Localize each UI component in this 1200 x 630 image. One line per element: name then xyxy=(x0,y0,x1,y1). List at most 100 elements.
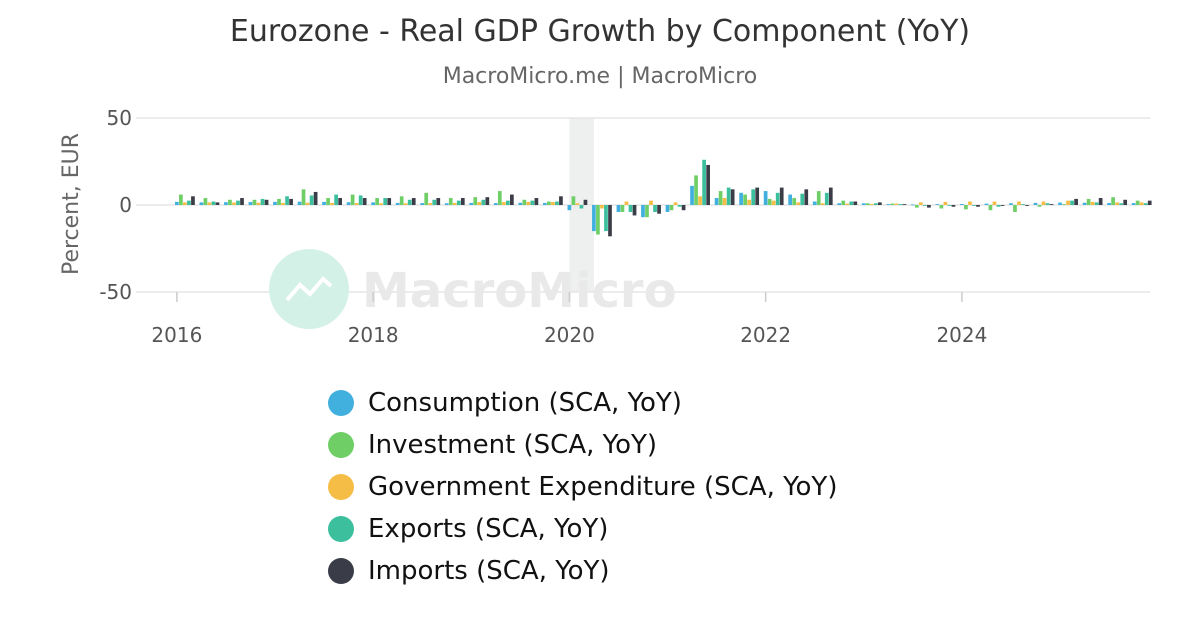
bar-imports[interactable] xyxy=(828,187,833,205)
bar-exports[interactable] xyxy=(260,198,265,205)
bar-imports[interactable] xyxy=(215,202,220,205)
bar-exports[interactable] xyxy=(579,205,584,209)
bar-imports[interactable] xyxy=(240,198,244,205)
bar-consumption[interactable] xyxy=(641,205,645,218)
bar-imports[interactable] xyxy=(362,198,367,205)
bar-consumption[interactable] xyxy=(665,205,670,212)
bar-imports[interactable] xyxy=(657,205,661,214)
bar-government[interactable] xyxy=(1115,202,1119,205)
bar-government[interactable] xyxy=(526,201,531,205)
bar-exports[interactable] xyxy=(1143,203,1148,205)
bar-government[interactable] xyxy=(894,203,899,205)
bar-government[interactable] xyxy=(820,203,825,205)
bar-investment[interactable] xyxy=(497,191,502,205)
bar-consumption[interactable] xyxy=(175,201,179,205)
bar-investment[interactable] xyxy=(939,205,944,209)
bar-investment[interactable] xyxy=(547,201,551,205)
bar-exports[interactable] xyxy=(236,200,240,205)
bar-investment[interactable] xyxy=(424,192,429,205)
bar-consumption[interactable] xyxy=(886,204,891,205)
bar-exports[interactable] xyxy=(555,201,559,205)
bar-investment[interactable] xyxy=(179,194,183,205)
bar-investment[interactable] xyxy=(890,203,895,205)
legend-item-exports[interactable]: Exports (SCA, YoY) xyxy=(328,508,837,550)
bar-consumption[interactable] xyxy=(984,203,989,205)
bar-exports[interactable] xyxy=(334,194,338,205)
bar-imports[interactable] xyxy=(387,198,392,205)
bar-government[interactable] xyxy=(354,203,359,205)
bar-investment[interactable] xyxy=(252,199,257,205)
bar-government[interactable] xyxy=(968,201,972,205)
bar-imports[interactable] xyxy=(338,198,342,205)
bar-consumption[interactable] xyxy=(1033,202,1038,205)
bar-investment[interactable] xyxy=(596,205,600,235)
bar-government[interactable] xyxy=(1066,200,1070,205)
bar-imports[interactable] xyxy=(264,199,269,205)
bar-imports[interactable] xyxy=(583,199,588,205)
bar-government[interactable] xyxy=(919,202,923,205)
bar-exports[interactable] xyxy=(824,192,829,205)
bar-consumption[interactable] xyxy=(420,203,425,205)
bar-consumption[interactable] xyxy=(1009,203,1013,205)
bar-investment[interactable] xyxy=(792,198,797,205)
bar-consumption[interactable] xyxy=(910,204,915,206)
bar-imports[interactable] xyxy=(902,204,907,205)
bar-government[interactable] xyxy=(428,203,433,205)
bar-investment[interactable] xyxy=(203,198,208,205)
bar-government[interactable] xyxy=(1017,201,1021,205)
bar-imports[interactable] xyxy=(1098,198,1103,205)
bar-imports[interactable] xyxy=(460,198,465,205)
bar-exports[interactable] xyxy=(1070,200,1074,205)
bar-exports[interactable] xyxy=(407,199,412,205)
bar-investment[interactable] xyxy=(1037,205,1042,207)
bar-consumption[interactable] xyxy=(469,202,474,205)
bar-imports[interactable] xyxy=(1025,205,1029,206)
bar-imports[interactable] xyxy=(1147,200,1152,205)
bar-exports[interactable] xyxy=(972,205,976,206)
bar-exports[interactable] xyxy=(1045,203,1050,205)
bar-investment[interactable] xyxy=(277,198,281,205)
bar-exports[interactable] xyxy=(677,205,682,207)
bar-investment[interactable] xyxy=(1013,205,1017,212)
bar-government[interactable] xyxy=(1041,201,1046,205)
bar-consumption[interactable] xyxy=(861,203,866,205)
bar-consumption[interactable] xyxy=(812,201,817,205)
bar-investment[interactable] xyxy=(964,205,968,210)
bar-government[interactable] xyxy=(771,200,776,205)
bar-investment[interactable] xyxy=(865,203,870,205)
bar-investment[interactable] xyxy=(645,205,649,218)
bar-consumption[interactable] xyxy=(567,205,572,211)
bar-investment[interactable] xyxy=(743,194,747,205)
bar-investment[interactable] xyxy=(1111,197,1115,205)
bar-consumption[interactable] xyxy=(960,203,964,205)
legend-item-investment[interactable]: Investment (SCA, YoY) xyxy=(328,424,837,466)
bar-exports[interactable] xyxy=(456,200,461,205)
bar-consumption[interactable] xyxy=(616,205,621,212)
bar-consumption[interactable] xyxy=(444,203,449,205)
bar-investment[interactable] xyxy=(914,205,919,208)
bar-investment[interactable] xyxy=(694,175,698,205)
bar-exports[interactable] xyxy=(628,205,633,212)
bar-imports[interactable] xyxy=(534,198,539,205)
bar-government[interactable] xyxy=(673,202,678,205)
bar-exports[interactable] xyxy=(383,198,388,205)
bar-government[interactable] xyxy=(305,202,310,205)
bar-investment[interactable] xyxy=(841,200,846,205)
bar-investment[interactable] xyxy=(1086,198,1091,205)
bar-investment[interactable] xyxy=(448,198,453,205)
bar-consumption[interactable] xyxy=(297,201,302,205)
bar-imports[interactable] xyxy=(951,205,956,207)
bar-consumption[interactable] xyxy=(224,202,228,205)
bar-imports[interactable] xyxy=(608,205,612,237)
bar-consumption[interactable] xyxy=(371,202,375,205)
bar-investment[interactable] xyxy=(767,198,772,205)
bar-government[interactable] xyxy=(845,203,850,205)
bar-imports[interactable] xyxy=(1049,204,1054,205)
bar-imports[interactable] xyxy=(1000,205,1005,206)
bar-government[interactable] xyxy=(575,203,580,205)
bar-consumption[interactable] xyxy=(273,201,277,205)
bar-consumption[interactable] xyxy=(1058,202,1062,205)
bar-consumption[interactable] xyxy=(493,203,498,205)
bar-investment[interactable] xyxy=(375,198,379,205)
bar-investment[interactable] xyxy=(473,197,478,205)
